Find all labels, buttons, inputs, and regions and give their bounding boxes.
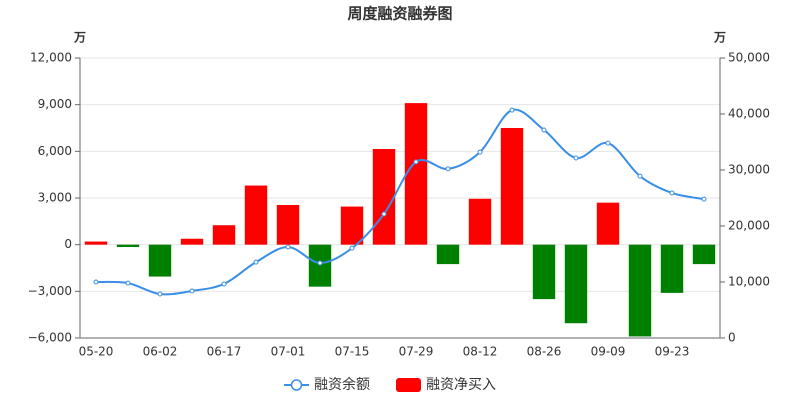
line-point: [349, 245, 355, 251]
line-point: [413, 159, 419, 165]
y-tick-label: 0: [64, 237, 72, 251]
line-point: [605, 140, 611, 146]
y-tick-label: 6,000: [38, 144, 72, 158]
legend-marker: [396, 378, 421, 392]
x-tick-label: 09-23: [655, 345, 690, 359]
y2-tick-label: 20,000: [728, 219, 770, 233]
line-point: [189, 288, 195, 294]
y2-tick-label: 50,000: [728, 51, 770, 65]
bar: [628, 244, 652, 337]
line-point: [157, 291, 163, 297]
x-tick-label: 06-17: [207, 345, 242, 359]
bar: [404, 103, 428, 245]
line-point: [477, 149, 483, 155]
bar: [436, 244, 460, 265]
x-tick-label: 08-12: [463, 345, 498, 359]
x-tick-label: 06-02: [143, 345, 178, 359]
line-point: [317, 260, 323, 266]
bar: [500, 128, 524, 245]
y-tick-label: −3,000: [28, 284, 72, 298]
bar: [372, 149, 396, 245]
x-tick-label: 05-20: [79, 345, 114, 359]
legend-marker: [290, 379, 303, 391]
bar: [116, 244, 140, 247]
bar: [564, 244, 588, 324]
bar: [340, 206, 364, 245]
bar: [276, 205, 300, 245]
y-tick-label: 12,000: [30, 51, 72, 65]
x-tick-label: 07-29: [399, 345, 434, 359]
line-point: [445, 166, 451, 172]
line-point: [125, 280, 131, 286]
bar: [148, 244, 172, 277]
y-tick-label: 3,000: [38, 191, 72, 205]
y2-tick-label: 0: [728, 331, 736, 345]
bar: [308, 244, 332, 287]
line-point: [285, 244, 291, 250]
bar: [84, 241, 108, 245]
line: [95, 108, 705, 296]
bar: [180, 238, 204, 245]
chart-title: 周度融资融券图: [347, 5, 452, 23]
y2-unit: 万: [713, 31, 726, 45]
line-point: [509, 107, 515, 113]
bar: [692, 244, 716, 265]
line-point: [637, 173, 643, 179]
x-tick-label: 09-09: [591, 345, 626, 359]
line-point: [93, 279, 99, 285]
line-point: [381, 211, 387, 217]
y-tick-label: 9,000: [38, 97, 72, 111]
line-point: [669, 190, 675, 196]
x-tick-label: 07-15: [335, 345, 370, 359]
y2-tick-label: 30,000: [728, 163, 770, 177]
bar: [532, 244, 556, 300]
bar: [660, 244, 684, 293]
y-tick-label: −6,000: [28, 331, 72, 345]
bar: [212, 225, 236, 245]
y-unit: 万: [73, 31, 86, 45]
x-tick-label: 07-01: [271, 345, 306, 359]
line-point: [573, 155, 579, 161]
line-point: [701, 196, 707, 202]
y2-tick-label: 40,000: [728, 107, 770, 121]
legend-label: 融资净买入: [426, 377, 496, 393]
bar: [244, 185, 268, 245]
line-point: [541, 127, 547, 133]
line-point: [221, 281, 227, 287]
legend-label: 融资余额: [314, 376, 370, 393]
x-tick-label: 08-26: [527, 345, 562, 359]
line-point: [253, 259, 259, 265]
y2-tick-label: 10,000: [728, 275, 770, 289]
bar: [596, 202, 620, 245]
bar: [468, 198, 492, 245]
